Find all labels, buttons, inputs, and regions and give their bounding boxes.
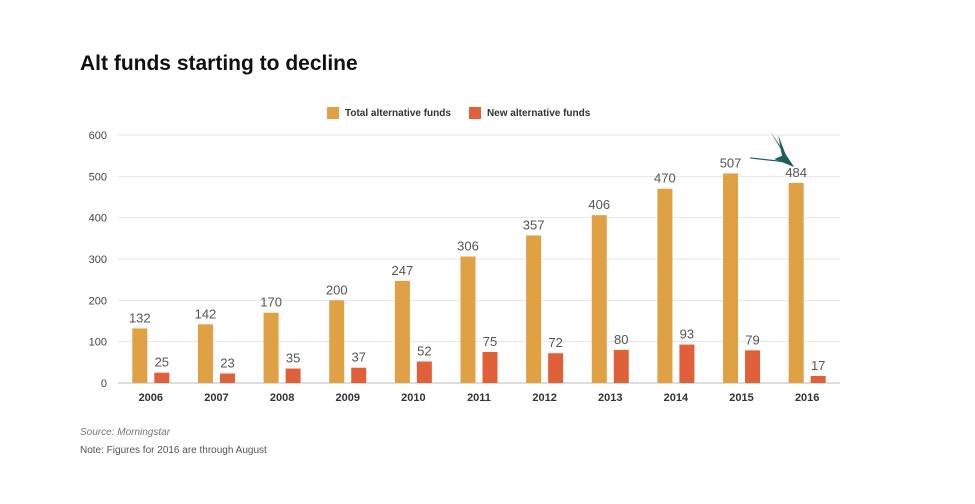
- data-label-total-2009: 200: [326, 282, 348, 297]
- data-label-total-2016: 484: [785, 165, 807, 180]
- data-label-total-2014: 470: [654, 171, 676, 186]
- bar-total-2008: [263, 312, 279, 383]
- bar-total-2007: [197, 324, 213, 383]
- data-label-new-2009: 37: [351, 350, 365, 365]
- bar-total-2015: [723, 173, 739, 383]
- x-tick-label-2011: 2011: [467, 392, 491, 404]
- y-tick-label-500: 500: [89, 171, 107, 183]
- data-label-total-2011: 306: [457, 239, 479, 254]
- bar-total-2013: [591, 215, 607, 383]
- legend-swatch-new: [468, 107, 481, 119]
- data-label-new-2008: 35: [286, 351, 300, 366]
- legend-item-total: Total alternative funds: [327, 107, 451, 119]
- x-tick-label-2007: 2007: [204, 392, 228, 404]
- bar-new-2016: [810, 375, 826, 383]
- x-tick-label-2014: 2014: [664, 392, 689, 404]
- bar-total-2014: [657, 188, 673, 383]
- x-tick-label-2006: 2006: [139, 392, 163, 404]
- bar-total-2009: [329, 300, 345, 383]
- data-label-total-2013: 406: [588, 197, 610, 212]
- bar-new-2013: [613, 349, 629, 383]
- data-label-total-2010: 247: [392, 263, 414, 278]
- chart-title: Alt funds starting to decline: [80, 52, 358, 75]
- legend-label-new: New alternative funds: [486, 107, 591, 119]
- x-tick-label-2016: 2016: [795, 392, 819, 404]
- bar-new-2006: [154, 372, 170, 383]
- annotation-arrow: [750, 130, 795, 167]
- y-tick-label-100: 100: [89, 337, 107, 349]
- data-label-total-2007: 142: [195, 306, 217, 321]
- bar-total-2012: [526, 235, 542, 383]
- legend-label-total: Total alternative funds: [345, 107, 451, 119]
- bar-total-2016: [788, 182, 804, 383]
- data-label-new-2006: 25: [155, 355, 169, 370]
- data-label-new-2010: 52: [417, 344, 431, 359]
- y-tick-label-0: 0: [101, 378, 107, 390]
- data-label-new-2011: 75: [483, 334, 497, 349]
- data-label-new-2012: 72: [548, 335, 562, 350]
- data-label-total-2015: 507: [720, 155, 742, 170]
- y-tick-label-600: 600: [89, 130, 107, 142]
- x-tick-label-2008: 2008: [270, 392, 294, 404]
- data-label-new-2014: 93: [680, 327, 694, 342]
- y-tick-label-400: 400: [89, 213, 107, 225]
- x-tick-label-2012: 2012: [532, 392, 556, 404]
- bar-new-2007: [219, 373, 235, 383]
- legend: Total alternative funds New alternative …: [327, 107, 590, 119]
- data-label-new-2013: 80: [614, 332, 628, 347]
- bar-new-2008: [285, 368, 301, 383]
- data-label-new-2016: 17: [811, 358, 825, 373]
- bar-new-2011: [482, 352, 498, 383]
- source-note: Source: Morningstar: [80, 427, 171, 438]
- bar-new-2009: [351, 367, 367, 383]
- x-tick-label-2010: 2010: [401, 392, 425, 404]
- legend-swatch-total: [327, 107, 339, 119]
- x-tick-label-2015: 2015: [729, 392, 753, 404]
- x-tick-label-2009: 2009: [335, 392, 359, 404]
- bar-new-2012: [548, 353, 564, 383]
- data-label-total-2012: 357: [523, 217, 545, 232]
- data-label-total-2006: 132: [129, 310, 151, 325]
- y-tick-label-300: 300: [89, 254, 107, 266]
- legend-item-new: New alternative funds: [468, 107, 591, 119]
- bar-total-2006: [132, 328, 148, 383]
- bar-total-2011: [460, 256, 476, 383]
- bar-new-2014: [679, 344, 695, 383]
- bar-total-2010: [394, 280, 410, 383]
- data-label-new-2007: 23: [220, 355, 234, 370]
- bar-new-2010: [416, 361, 432, 383]
- bar-new-2015: [745, 350, 761, 383]
- data-label-total-2008: 170: [260, 295, 282, 310]
- y-tick-label-200: 200: [89, 295, 107, 307]
- data-label-new-2015: 79: [745, 332, 759, 347]
- footnote: Note: Figures for 2016 are through Augus…: [80, 445, 267, 456]
- x-tick-label-2013: 2013: [598, 392, 622, 404]
